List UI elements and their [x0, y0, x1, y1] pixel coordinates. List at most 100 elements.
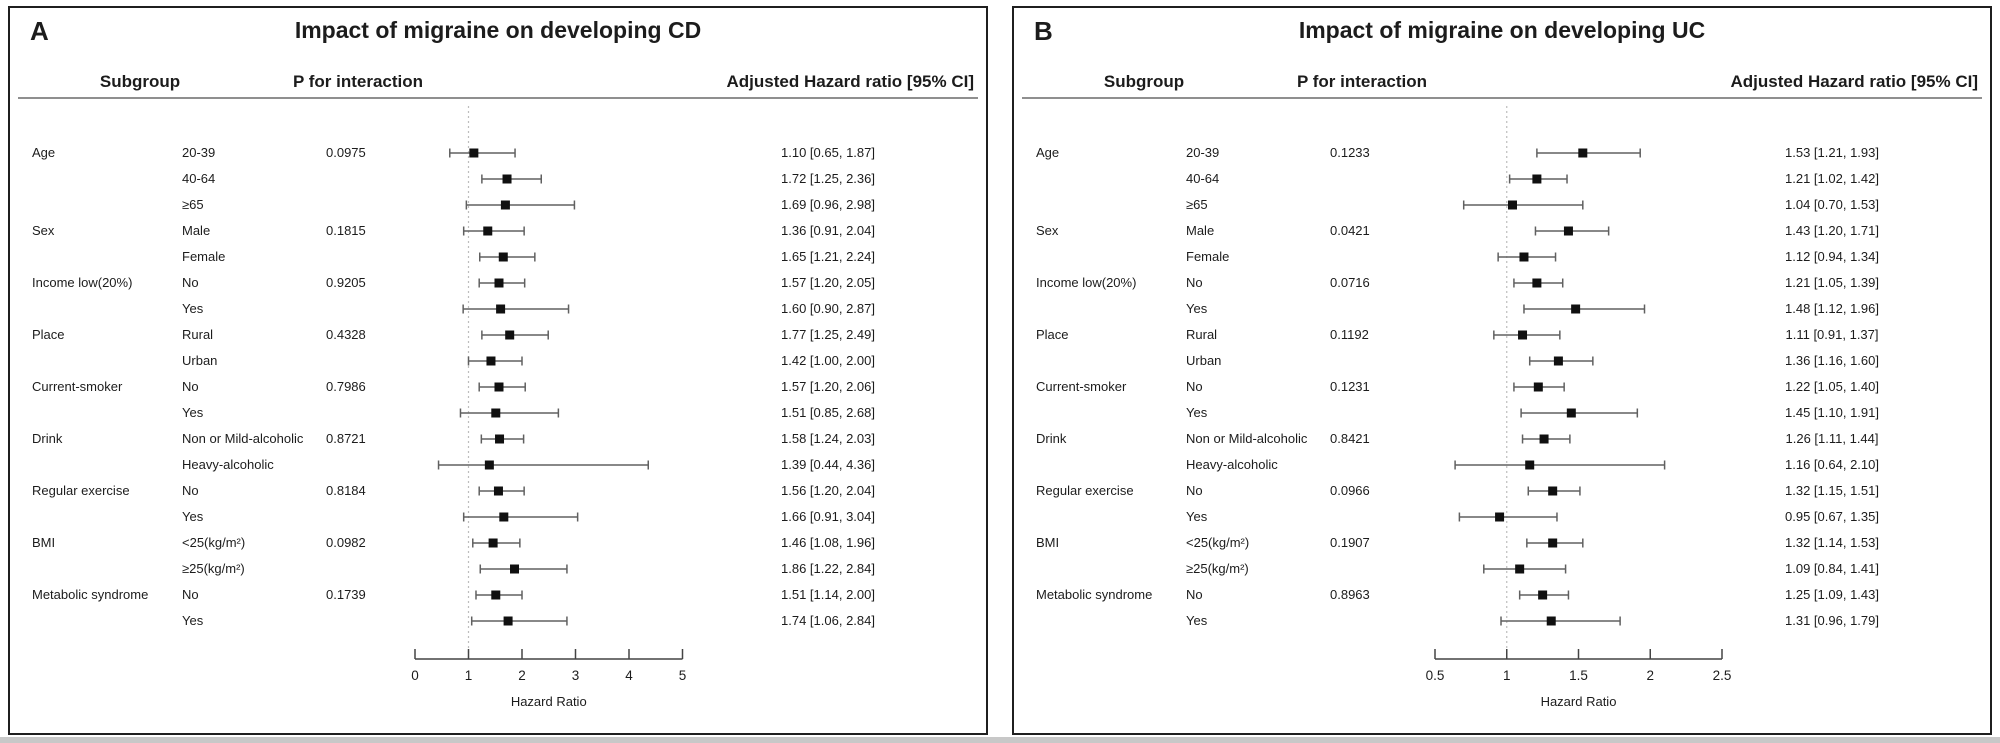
row-hr-ci-value: 1.25 [1.09, 1.43] [1785, 587, 1879, 602]
point-marker [493, 486, 503, 496]
row-level-label: No [1186, 587, 1203, 602]
point-marker [505, 330, 515, 340]
forest-plot-canvas [414, 106, 684, 660]
point-marker [491, 590, 501, 600]
point-marker [1533, 382, 1543, 392]
row-level-label: Rural [182, 327, 214, 342]
ci-whisker [1458, 512, 1558, 522]
ci-whisker [1523, 304, 1646, 314]
row-hr-ci-value: 1.31 [0.96, 1.79] [1785, 613, 1879, 628]
row-level-label: No [182, 483, 199, 498]
row-p-value: 0.9205 [326, 275, 366, 290]
row-level-label: Rural [1186, 327, 1218, 342]
ci-whisker [1500, 616, 1621, 626]
point-marker [1548, 538, 1558, 548]
panel-cd: A Impact of migraine on developing CD Su… [8, 6, 988, 735]
column-header-subgroup: Subgroup [1103, 72, 1185, 91]
x-axis-label: Hazard Ratio [1540, 694, 1617, 709]
point-marker [495, 434, 505, 444]
row-hr-ci-value: 1.77 [1.25, 2.49] [781, 327, 875, 342]
ci-whisker [1497, 252, 1557, 262]
point-marker [1532, 174, 1542, 184]
row-hr-ci-value: 1.12 [0.94, 1.34] [1785, 249, 1879, 264]
ci-whisker [459, 408, 560, 418]
ci-whisker [467, 356, 523, 366]
row-hr-ci-value: 1.60 [0.90, 2.87] [781, 301, 875, 316]
panel-uc-inner: B Impact of migraine on developing UC Su… [1014, 8, 1990, 733]
row-level-label: <25(kg/m²) [1186, 535, 1250, 550]
row-level-label: Yes [182, 613, 204, 628]
row-level-label: Yes [1186, 509, 1208, 524]
row-hr-ci-value: 1.21 [1.02, 1.42] [1785, 171, 1879, 186]
point-marker [1539, 434, 1549, 444]
ci-whisker [1508, 174, 1568, 184]
x-tick-label: 4 [625, 668, 633, 683]
row-hr-ci-value: 1.11 [0.91, 1.37] [1785, 327, 1879, 342]
row-hr-ci-value: 1.26 [1.11, 1.44] [1785, 431, 1879, 446]
header-divider [1022, 97, 1982, 99]
row-hr-ci-value: 1.57 [1.20, 2.05] [781, 275, 875, 290]
ci-whisker [478, 382, 526, 392]
row-hr-ci-value: 1.43 [1.20, 1.71] [1785, 223, 1879, 238]
row-group-label: Age [32, 145, 56, 160]
row-p-value: 0.1739 [326, 587, 366, 602]
row-hr-ci-value: 1.45 [1.10, 1.91] [1785, 405, 1879, 420]
ci-whisker [1520, 408, 1639, 418]
column-header-subgroup: Subgroup [99, 72, 181, 91]
ci-whisker [1534, 226, 1610, 236]
scan-edge-strip [0, 737, 2000, 743]
row-level-label: Yes [182, 405, 204, 420]
row-level-label: No [1186, 275, 1203, 290]
point-marker [1525, 460, 1535, 470]
row-hr-ci-value: 1.51 [1.14, 2.00] [781, 587, 875, 602]
ci-whisker [478, 278, 526, 288]
row-p-value: 0.1233 [1330, 145, 1370, 160]
row-hr-ci-value: 1.69 [0.96, 2.98] [781, 197, 875, 212]
row-level-label: <25(kg/m²) [182, 535, 246, 550]
point-marker [1566, 408, 1576, 418]
x-tick-label: 1.5 [1569, 668, 1588, 683]
column-header-hazard-ratio: Adjusted Hazard ratio [95% CI] [1730, 72, 1979, 91]
x-tick-label: 0 [411, 668, 419, 683]
row-hr-ci-value: 1.66 [0.91, 3.04] [781, 509, 875, 524]
row-hr-ci-value: 1.10 [0.65, 1.87] [781, 145, 875, 160]
row-group-label: Regular exercise [32, 483, 130, 498]
row-hr-ci-value: 1.65 [1.21, 2.24] [781, 249, 875, 264]
row-level-label: Heavy-alcoholic [182, 457, 274, 472]
ci-whisker [481, 330, 549, 340]
row-p-value: 0.7986 [326, 379, 366, 394]
ci-whisker [481, 174, 543, 184]
row-group-label: Age [1036, 145, 1060, 160]
point-marker [499, 512, 509, 522]
row-level-label: Urban [1186, 353, 1222, 368]
row-level-label: No [182, 379, 199, 394]
row-p-value: 0.8963 [1330, 587, 1370, 602]
row-group-label: Metabolic syndrome [32, 587, 149, 602]
point-marker [503, 616, 513, 626]
point-marker [1519, 252, 1529, 262]
row-hr-ci-value: 1.32 [1.15, 1.51] [1785, 483, 1879, 498]
row-level-label: Heavy-alcoholic [1186, 457, 1278, 472]
ci-whisker [1513, 382, 1565, 392]
row-level-label: Male [182, 223, 211, 238]
column-header-hazard-ratio: Adjusted Hazard ratio [95% CI] [726, 72, 975, 91]
row-group-label: BMI [32, 535, 56, 550]
forest-plot-canvas [1434, 106, 1723, 660]
row-hr-ci-value: 1.74 [1.06, 2.84] [781, 613, 875, 628]
row-level-label: Yes [1186, 301, 1208, 316]
row-hr-ci-value: 1.57 [1.20, 2.06] [781, 379, 875, 394]
ci-whisker [1462, 200, 1584, 210]
row-hr-ci-value: 1.16 [0.64, 2.10] [1785, 457, 1879, 472]
point-marker [502, 174, 512, 184]
row-group-label: Income low(20%) [1036, 275, 1137, 290]
panel-title: Impact of migraine on developing CD [294, 17, 702, 43]
row-p-value: 0.0982 [326, 535, 366, 550]
row-group-label: BMI [1036, 535, 1060, 550]
row-level-label: Yes [1186, 613, 1208, 628]
ci-whisker [1493, 330, 1561, 340]
point-marker [484, 460, 494, 470]
row-hr-ci-value: 1.48 [1.12, 1.96] [1785, 301, 1879, 316]
ci-whisker [1521, 434, 1571, 444]
row-p-value: 0.8184 [326, 483, 366, 498]
